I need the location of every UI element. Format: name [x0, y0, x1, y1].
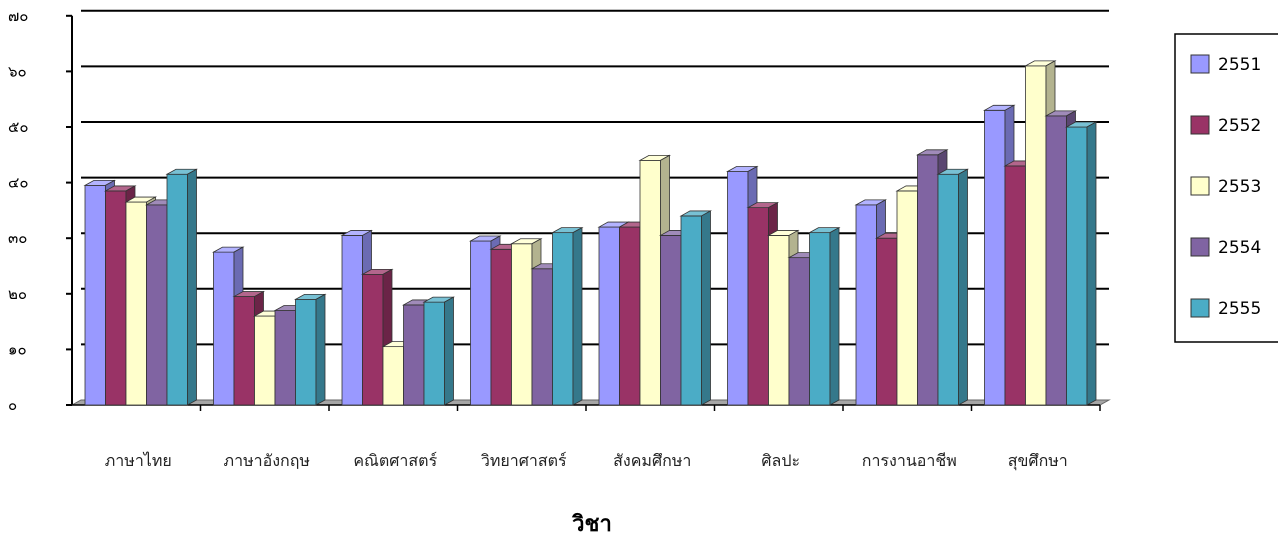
- bar-front: [403, 304, 425, 406]
- bar-front: [917, 154, 939, 406]
- bar-front: [680, 215, 702, 406]
- y-tick-label: ๓๐: [8, 229, 27, 247]
- bar-front: [233, 296, 255, 406]
- legend-swatch: [1190, 176, 1210, 196]
- legend-label: 2552: [1218, 116, 1261, 136]
- bar-front: [105, 190, 127, 406]
- x-category-label: ภาษาอังกฤษ: [224, 451, 310, 470]
- legend-swatch: [1190, 115, 1210, 135]
- y-tick-label: ๐: [8, 396, 17, 414]
- bar-front: [1066, 126, 1088, 406]
- bar-front: [146, 204, 168, 406]
- bar-front: [809, 232, 831, 406]
- bar-front: [876, 237, 898, 406]
- bar-front: [470, 240, 492, 406]
- x-category-label: ศิลปะ: [761, 451, 800, 470]
- bar-front: [295, 298, 317, 406]
- legend-label: 2551: [1218, 55, 1261, 75]
- legend-swatch: [1190, 54, 1210, 74]
- legend: 2551 2552 2553 2554 2555: [1174, 33, 1278, 343]
- x-axis-categories: ภาษาไทย ภาษาอังกฤษ คณิตศาสตร์ วิทยาศาสตร์ สั…: [105, 451, 1068, 471]
- bar-side: [958, 168, 968, 406]
- bar: [1064, 121, 1098, 406]
- bar-front: [341, 235, 363, 406]
- bar-side: [187, 168, 197, 406]
- y-axis-ticks: ๐ ๑๐ ๒๐ ๓๐ ๔๐ ๕๐ ๖๐ ๗๐: [8, 7, 72, 414]
- legend-label: 2553: [1218, 177, 1261, 197]
- bar-front: [984, 109, 1006, 406]
- bar-front: [490, 248, 512, 406]
- bar-front: [937, 173, 959, 406]
- bar: [293, 293, 327, 406]
- x-category-label: วิทยาศาสตร์: [481, 451, 567, 470]
- bar-side: [572, 226, 583, 406]
- y-tick-label: ๕๐: [8, 118, 29, 136]
- bar-front: [362, 273, 384, 406]
- y-tick-label: ๖๐: [8, 62, 27, 80]
- bar: [936, 168, 970, 406]
- bar-side: [315, 293, 326, 406]
- x-category-label: สุขศึกษา: [1008, 451, 1068, 471]
- bar-front: [747, 207, 769, 406]
- bar-front: [1045, 115, 1067, 406]
- bar-front: [619, 226, 641, 406]
- legend-label: 2554: [1218, 238, 1261, 258]
- bar-front: [768, 235, 790, 406]
- bar-front: [552, 232, 574, 406]
- bar-side: [444, 296, 454, 406]
- x-category-label: สังคมศึกษา: [613, 451, 691, 470]
- bar-side: [1086, 121, 1097, 406]
- bar-front: [166, 173, 188, 406]
- bar-front: [213, 251, 235, 406]
- bar-front: [598, 226, 620, 406]
- bar: [165, 168, 199, 406]
- bar-front: [727, 171, 749, 406]
- bar: [679, 210, 713, 406]
- bar: [550, 226, 584, 406]
- bar-front: [1025, 65, 1047, 406]
- y-tick-label: ๗๐: [8, 7, 28, 25]
- y-tick-label: ๒๐: [8, 285, 27, 303]
- legend-label: 2555: [1218, 299, 1261, 319]
- bar-front: [639, 159, 661, 406]
- bars: [83, 60, 1098, 406]
- bar-front: [254, 315, 276, 406]
- bar-front: [896, 190, 918, 406]
- bar-front: [125, 201, 147, 406]
- x-category-label: คณิตศาสตร์: [353, 451, 437, 470]
- legend-swatch: [1190, 237, 1210, 257]
- bar-front: [1004, 165, 1026, 406]
- bar-side: [829, 226, 840, 406]
- bar-front: [423, 301, 445, 406]
- bar-front: [788, 257, 810, 406]
- y-tick-label: ๔๐: [8, 174, 29, 192]
- bar-front: [511, 243, 533, 406]
- bar-front: [382, 346, 404, 406]
- bar-front: [531, 268, 553, 406]
- bar-front: [855, 204, 877, 406]
- legend-swatch: [1190, 298, 1210, 318]
- bar-side: [701, 210, 711, 406]
- x-category-label: การงานอาชีพ: [862, 451, 957, 470]
- x-category-label: ภาษาไทย: [105, 451, 172, 470]
- bar-front: [660, 235, 682, 406]
- bar-front: [274, 310, 296, 406]
- bar: [422, 296, 456, 406]
- gridlines: [81, 9, 1109, 346]
- bar-front: [84, 184, 106, 406]
- y-tick-label: ๑๐: [8, 340, 27, 358]
- bar: [807, 226, 841, 406]
- x-axis-title: วิชา: [572, 512, 612, 537]
